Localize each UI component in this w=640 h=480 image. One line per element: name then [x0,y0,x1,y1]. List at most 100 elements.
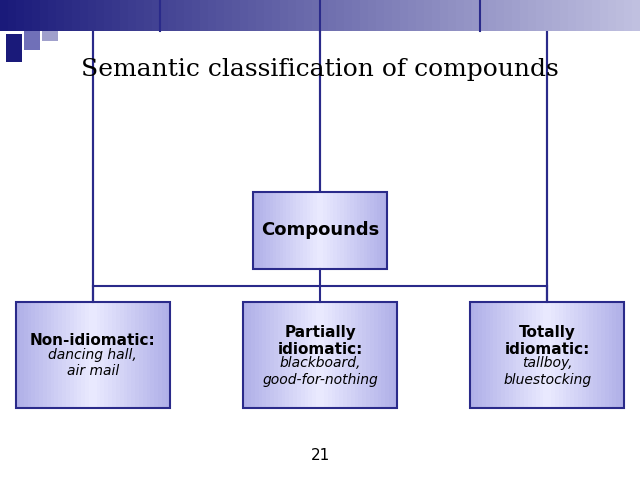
Bar [0,0,8,31]
Bar [24,31,40,50]
Bar [274,302,278,408]
Bar [456,0,464,31]
Bar [136,0,144,31]
Bar [520,0,528,31]
Bar [504,0,512,31]
Bar [62,302,66,408]
Bar [592,0,600,31]
Text: tallboy,
bluestocking: tallboy, bluestocking [503,357,591,386]
Bar [355,302,358,408]
Bar [280,0,288,31]
Bar [563,302,566,408]
Bar [300,192,303,269]
Bar [128,0,136,31]
Bar [474,302,478,408]
Bar [358,302,362,408]
Bar [16,0,24,31]
Bar [272,0,280,31]
Bar [283,192,287,269]
Bar [393,302,397,408]
Bar [31,302,35,408]
Bar [576,0,584,31]
Bar [528,302,532,408]
Bar [381,302,385,408]
Bar [543,302,547,408]
Bar [586,302,589,408]
Bar [389,302,393,408]
Bar [551,302,555,408]
Text: Non-idiomatic:: Non-idiomatic: [30,333,156,348]
Bar [108,302,112,408]
Bar [593,302,597,408]
Bar [352,0,360,31]
Bar [64,0,72,31]
Bar [366,302,370,408]
Bar [6,34,22,62]
Bar [516,302,520,408]
Bar [43,302,47,408]
Bar [320,192,323,269]
Bar [378,302,381,408]
Bar [288,0,296,31]
Bar [88,0,96,31]
Bar [464,0,472,31]
Bar [47,302,51,408]
Bar [16,302,20,408]
Text: Semantic classification of compounds: Semantic classification of compounds [81,58,559,81]
Bar [262,302,266,408]
Bar [131,302,135,408]
Bar [256,0,264,31]
Bar [328,302,332,408]
Bar [24,0,32,31]
Bar [360,0,368,31]
Bar [276,192,280,269]
Bar [280,192,283,269]
Bar [240,0,248,31]
Bar [385,302,389,408]
Bar [42,31,58,41]
Bar [248,0,256,31]
Text: 21: 21 [310,448,330,464]
Bar [566,302,570,408]
Bar [532,302,536,408]
Bar [367,192,371,269]
Bar [256,192,260,269]
Bar [616,0,624,31]
Text: Partially
idiomatic:: Partially idiomatic: [277,324,363,357]
Text: Totally
idiomatic:: Totally idiomatic: [504,324,590,357]
Bar [392,0,400,31]
Bar [74,302,77,408]
Bar [536,0,544,31]
Bar [605,302,609,408]
Bar [380,192,384,269]
Bar [320,302,324,408]
Bar [147,302,150,408]
Bar [66,302,70,408]
Bar [124,302,127,408]
Text: blackboard,
good-for-nothing: blackboard, good-for-nothing [262,357,378,386]
Bar [285,302,289,408]
Bar [555,302,559,408]
Bar [158,302,162,408]
Bar [139,302,143,408]
Bar [574,302,578,408]
Bar [384,0,392,31]
Bar [40,0,48,31]
Bar [347,192,350,269]
Bar [578,302,582,408]
Bar [166,302,170,408]
Bar [116,302,120,408]
Bar [16,302,170,408]
Bar [597,302,601,408]
Bar [371,192,374,269]
Bar [208,0,216,31]
Bar [600,0,608,31]
Bar [470,302,624,408]
Bar [184,0,192,31]
Bar [337,192,340,269]
Bar [513,302,516,408]
Bar [351,302,355,408]
Bar [200,0,208,31]
Bar [333,192,337,269]
Bar [364,192,367,269]
